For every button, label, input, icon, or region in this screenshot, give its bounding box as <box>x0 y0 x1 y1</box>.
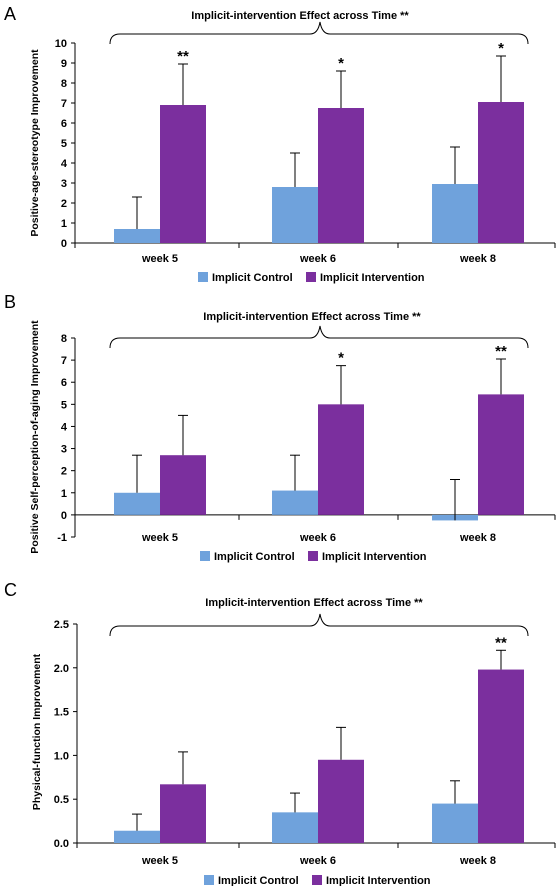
significance-marker: ** <box>495 343 507 360</box>
legend-swatch-intervention <box>306 272 316 282</box>
bars <box>114 358 524 521</box>
legend-label-control: Implicit Control <box>218 875 299 886</box>
y-tick-label: 0.5 <box>54 794 69 806</box>
y-tick-label: 7 <box>61 98 67 110</box>
legend-label-intervention: Implicit Intervention <box>322 551 427 563</box>
y-tick-label: 6 <box>61 118 67 130</box>
x-tick-label: week 5 <box>141 855 178 867</box>
legend: Implicit Control Implicit Intervention <box>204 875 431 886</box>
legend-swatch-intervention <box>308 551 318 561</box>
y-axis-label: Physical-function Improvement <box>31 653 43 810</box>
chart-panel-a: A Implicit-intervention Effect across Ti… <box>4 4 556 284</box>
y-tick-label: 2.5 <box>54 619 69 631</box>
y-tick-label: 9 <box>61 58 67 70</box>
y-tick-label: 5 <box>61 399 67 411</box>
y-axis-label: Positive-age-stereotype Improvement <box>29 49 41 237</box>
chart-title: Implicit-intervention Effect across Time… <box>203 311 421 323</box>
bar-intervention <box>160 784 206 843</box>
y-tick-label: 7 <box>61 355 67 367</box>
legend-swatch-intervention <box>312 875 322 885</box>
legend-label-intervention: Implicit Intervention <box>320 272 425 284</box>
chart-panel-b: B Implicit-intervention Effect across Ti… <box>4 292 556 563</box>
significance-marker: ** <box>177 48 189 65</box>
y-tick-label: 3 <box>61 444 67 456</box>
y-tick-label: 2 <box>61 198 67 210</box>
panel-letter-a: A <box>4 4 16 24</box>
chart-title: Implicit-intervention Effect across Time… <box>205 597 423 609</box>
x-tick-label: week 8 <box>459 253 496 265</box>
legend-label-control: Implicit Control <box>212 272 293 284</box>
legend-label-intervention: Implicit Intervention <box>326 875 431 886</box>
y-tick-label: 4 <box>61 158 68 170</box>
bar-control <box>272 187 318 243</box>
y-tick-label: 5 <box>61 138 67 150</box>
y-tick-label: 0.0 <box>54 838 69 850</box>
chart-title: Implicit-intervention Effect across Time… <box>191 10 409 22</box>
significance-marker: * <box>498 40 504 57</box>
legend-swatch-control <box>200 551 210 561</box>
y-tick-label: 1.0 <box>54 750 69 762</box>
y-tick-label: 1 <box>61 488 67 500</box>
bar-control <box>114 229 160 243</box>
bar-intervention <box>478 102 524 243</box>
legend-swatch-control <box>204 875 214 885</box>
y-tick-label: -1 <box>57 532 67 544</box>
bar-control <box>114 492 160 515</box>
significance-markers: ** ** <box>177 40 504 72</box>
x-tick-label: week 6 <box>299 855 336 867</box>
significance-marker: ** <box>495 634 507 651</box>
brace <box>109 325 529 349</box>
y-tick-label: 2 <box>61 466 67 478</box>
bars <box>114 55 524 243</box>
significance-marker: * <box>338 350 344 367</box>
brace <box>109 21 529 45</box>
x-tick-label: week 8 <box>459 532 496 544</box>
significance-markers: ** <box>495 634 507 651</box>
panel-letter-b: B <box>4 292 16 312</box>
bar-intervention <box>318 759 364 843</box>
y-tick-label: 6 <box>61 377 67 389</box>
bar-control <box>114 830 160 843</box>
y-tick-label: 1.5 <box>54 707 69 719</box>
x-tick-label: week 6 <box>299 253 336 265</box>
x-tick-label: week 5 <box>141 532 178 544</box>
x-tick-label: week 8 <box>459 855 496 867</box>
bar-intervention <box>318 404 364 515</box>
bar-control <box>272 490 318 515</box>
y-tick-label: 1 <box>61 218 67 230</box>
y-tick-label: 8 <box>61 78 67 90</box>
chart-panel-c: C Implicit-intervention Effect across Ti… <box>4 580 556 886</box>
significance-markers: * ** <box>338 343 507 367</box>
x-tick-label: week 6 <box>299 532 336 544</box>
y-tick-label: 0 <box>61 238 67 250</box>
bar-intervention <box>478 669 524 843</box>
bars <box>114 649 524 843</box>
bar-control <box>272 812 318 843</box>
bar-intervention <box>478 394 524 515</box>
x-tick-label: week 5 <box>141 253 178 265</box>
significance-marker: * <box>338 55 344 72</box>
bar-intervention <box>160 105 206 243</box>
y-tick-label: 2.0 <box>54 663 69 675</box>
legend-swatch-control <box>198 272 208 282</box>
brace <box>109 613 529 637</box>
bar-control <box>432 803 478 843</box>
y-tick-label: 10 <box>55 38 67 50</box>
legend: Implicit Control Implicit Intervention <box>200 551 427 563</box>
bar-intervention <box>160 455 206 515</box>
y-tick-label: 8 <box>61 333 67 345</box>
legend: Implicit Control Implicit Intervention <box>198 272 425 284</box>
y-tick-label: 3 <box>61 178 67 190</box>
bar-intervention <box>318 108 364 243</box>
legend-label-control: Implicit Control <box>214 551 295 563</box>
y-tick-label: 4 <box>61 421 68 433</box>
y-axis-label: Positive Self-perception-of-aging Improv… <box>29 320 41 554</box>
panel-letter-c: C <box>4 580 17 600</box>
bar-control <box>432 184 478 243</box>
y-tick-label: 0 <box>61 510 67 522</box>
